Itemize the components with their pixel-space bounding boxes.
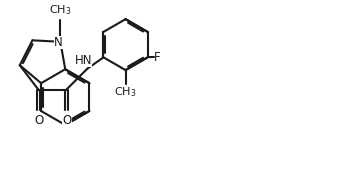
- Text: N: N: [54, 36, 63, 49]
- Text: O: O: [62, 114, 72, 127]
- Text: CH$_3$: CH$_3$: [114, 85, 137, 99]
- Text: CH$_3$: CH$_3$: [49, 3, 72, 17]
- Text: F: F: [154, 51, 160, 64]
- Text: HN: HN: [74, 54, 92, 67]
- Text: O: O: [34, 114, 44, 127]
